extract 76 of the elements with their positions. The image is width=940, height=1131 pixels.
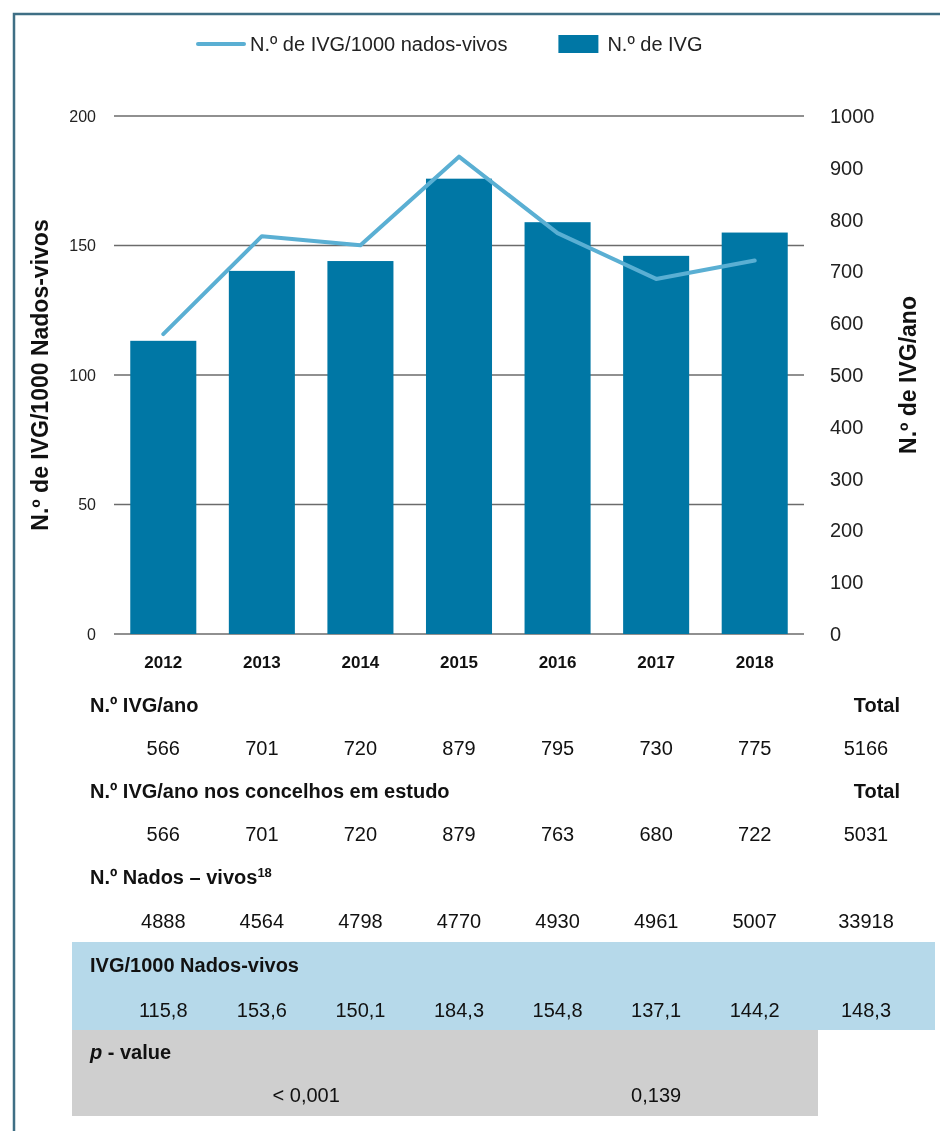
bar (327, 261, 394, 634)
y2-tick-label: 900 (830, 156, 864, 179)
bar (721, 232, 788, 634)
data-label: 115,8 (139, 999, 188, 1021)
x-tick-label: 2013 (242, 652, 281, 672)
text: Total (853, 694, 900, 716)
y2-tick-label: 1000 (830, 105, 875, 127)
text: 879 (442, 823, 476, 845)
text: N.º Nados – vivos$^{18}$ (90, 864, 272, 888)
x-tick-label: 2015 (440, 652, 478, 672)
text: 722 (738, 823, 772, 845)
x-tick-label: 2016 (538, 652, 577, 672)
y-tick-label: 200 (69, 107, 97, 125)
text: p - value (89, 1041, 172, 1063)
text: Total (853, 780, 900, 802)
data-label: 701 (245, 737, 279, 759)
text: 4888 (141, 910, 186, 932)
bar (524, 222, 591, 634)
data-label: 153,6 (236, 999, 287, 1021)
text: 4564 (239, 910, 285, 932)
bar (228, 270, 295, 634)
x-tick-label: 2014 (341, 652, 380, 672)
y2-tick-label: 0 (830, 623, 842, 645)
x-tick-label: 2012 (144, 652, 183, 672)
x-tick-label: 2018 (735, 652, 774, 672)
bar (623, 255, 690, 634)
text: < 0,001 (272, 1084, 340, 1106)
text: 566 (146, 823, 180, 845)
text: 701 (245, 823, 279, 845)
y2-tick-label: 600 (830, 312, 864, 335)
text: 4770 (436, 910, 482, 932)
text: 33918 (838, 910, 894, 932)
y2-axis-title: N.º de IVG/ano (895, 296, 921, 454)
legend-label: N.º de IVG (607, 33, 703, 55)
y2-tick-label: 700 (830, 260, 864, 283)
y2-tick-label: 500 (830, 364, 864, 386)
text: N.º IVG/ano (90, 694, 199, 716)
data-label: 879 (442, 737, 476, 759)
y2-tick-label: 100 (830, 571, 864, 594)
text: 720 (343, 823, 378, 845)
data-label: 144,2 (729, 999, 780, 1021)
y-tick-label: 150 (69, 237, 97, 255)
legend-label: N.º de IVG/1000 nados-vivos (250, 33, 508, 55)
bar (425, 178, 493, 634)
y2-tick-label: 200 (830, 519, 864, 542)
y2-tick-label: 400 (830, 415, 864, 438)
text: 5031 (843, 823, 889, 845)
data-label: 720 (343, 737, 378, 759)
data-label: 184,3 (433, 999, 485, 1021)
text: 763 (540, 823, 575, 845)
y2-tick-label: 800 (830, 208, 864, 231)
line-series (161, 154, 757, 337)
text: 4798 (338, 910, 383, 932)
y-tick-label: 100 (69, 366, 97, 384)
text: 5007 (732, 910, 777, 932)
y-tick-label: 50 (78, 496, 97, 514)
y-axis-title: N.º de IVG/1000 Nados-vivos (27, 219, 53, 531)
text: N.º IVG/ano nos concelhos em estudo (90, 780, 450, 802)
y2-tick-label: 300 (830, 467, 864, 490)
data-label: 730 (639, 737, 673, 759)
text: 4961 (633, 910, 679, 932)
data-label: 775 (738, 737, 772, 759)
text: 680 (639, 823, 673, 845)
y-tick-label: 0 (87, 625, 97, 643)
data-label: 795 (540, 737, 575, 759)
text: 4930 (535, 910, 580, 932)
bar (130, 340, 197, 634)
text: 5166 (843, 737, 889, 759)
data-label: 137,1 (631, 999, 682, 1021)
text: 148,3 (840, 999, 892, 1021)
x-tick-label: 2017 (637, 652, 676, 672)
data-label: 150,1 (335, 999, 386, 1021)
text: 0,139 (631, 1084, 682, 1106)
text: IVG/1000 Nados-vivos (90, 954, 299, 976)
data-label: 566 (146, 737, 180, 759)
data-label: 154,8 (532, 999, 583, 1021)
